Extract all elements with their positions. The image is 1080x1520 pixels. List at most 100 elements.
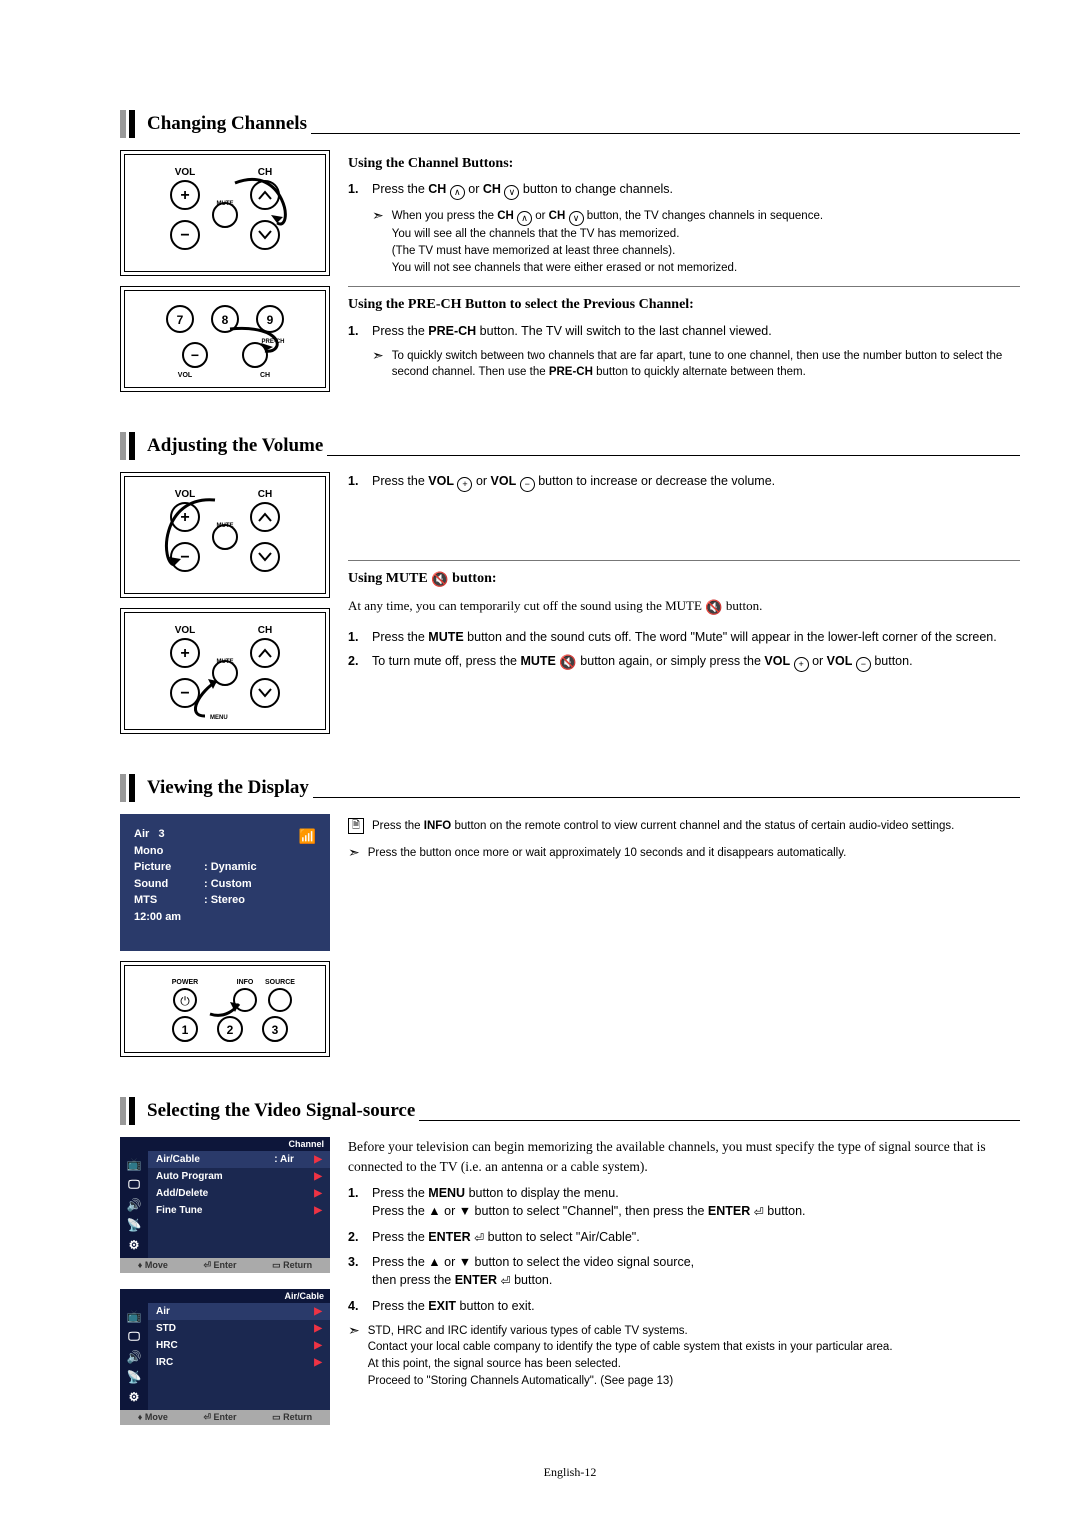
channel-icon: 📡 (127, 1218, 142, 1232)
svg-text:2: 2 (227, 1023, 234, 1037)
svg-text:−: − (180, 685, 189, 702)
svg-text:+: + (180, 645, 189, 662)
remote-diagram-info: POWER INFO SOURCE ⏻ 1 2 3 (120, 961, 330, 1057)
steps-channel-buttons: Press the CH ∧ or CH ∨ button to change … (348, 180, 1020, 200)
setup-icon: ⚙ (129, 1238, 140, 1252)
step-item: Press the CH ∧ or CH ∨ button to change … (348, 180, 1020, 200)
osd-icon-column: 📺 🖵 🔊 📡 ⚙ (120, 1151, 148, 1258)
enter-icon: ⏎ (501, 1273, 511, 1290)
sub-heading-prech: Using the PRE-CH Button to select the Pr… (348, 295, 1020, 315)
section-header: Viewing the Display (120, 774, 1020, 802)
note-arrow-icon: ➣ (372, 208, 384, 276)
steps-prech: Press the PRE-CH button. The TV will swi… (348, 322, 1020, 340)
svg-text:8: 8 (222, 313, 229, 327)
note-text: To quickly switch between two channels t… (392, 348, 1020, 381)
mute-intro: At any time, you can temporarily cut off… (348, 597, 1020, 619)
osd-row: Fine Tune▶ (148, 1202, 330, 1219)
signal-icon: 📶 (299, 826, 316, 847)
svg-text:VOL: VOL (178, 372, 193, 379)
osd-aircable-menu: Air/Cable 📺 🖵 🔊 📡 ⚙ Air▶STD▶HRC▶IRC▶ ♦ M… (120, 1289, 330, 1425)
enter-icon: ⏎ (754, 1204, 764, 1221)
step-item: Press the MENU button to display the men… (348, 1184, 1020, 1222)
remote-diagram-mute: VOL CH + − MUTE (120, 608, 330, 734)
note-arrow-icon: ➣ (348, 1323, 360, 1390)
steps-mute: Press the MUTE button and the sound cuts… (348, 628, 1020, 672)
svg-text:POWER: POWER (172, 979, 198, 986)
sound-icon: 🔊 (127, 1198, 142, 1212)
note-arrow-icon: ➣ (372, 348, 384, 381)
intro-text: Before your television can begin memoriz… (348, 1137, 1020, 1176)
section-title: Viewing the Display (147, 774, 309, 802)
section-title: Changing Channels (147, 110, 307, 138)
svg-text:PRE-CH: PRE-CH (261, 339, 284, 345)
section-adjusting-volume: Adjusting the Volume VOL CH + − (120, 432, 1020, 734)
steps-source: Press the MENU button to display the men… (348, 1184, 1020, 1315)
osd-row: Add/Delete▶ (148, 1185, 330, 1202)
svg-text:⏻: ⏻ (180, 994, 190, 1008)
svg-text:−: − (180, 549, 189, 566)
section-header: Changing Channels (120, 110, 1020, 138)
svg-text:INFO: INFO (237, 979, 254, 986)
note-text: STD, HRC and IRC identify various types … (368, 1323, 893, 1390)
manual-page: Changing Channels VOL CH + − (0, 0, 1080, 1520)
svg-text:+: + (180, 187, 189, 204)
info-doc-icon: 🗎 (348, 818, 364, 834)
note-arrow-icon: ➣ (348, 845, 360, 862)
step-item: Press the ▲ or ▼ button to select the vi… (348, 1253, 1020, 1291)
note-text: Press the button once more or wait appro… (368, 845, 847, 862)
step-item: To turn mute off, press the MUTE 🔇 butto… (348, 652, 1020, 672)
section-title: Adjusting the Volume (147, 432, 323, 460)
section-changing-channels: Changing Channels VOL CH + − (120, 110, 1020, 392)
svg-text:−: − (191, 347, 199, 363)
step-item: Press the PRE-CH button. The TV will swi… (348, 322, 1020, 340)
setup-icon: ⚙ (129, 1390, 140, 1404)
svg-text:MENU: MENU (210, 715, 228, 721)
info-display-panel: 📶 Air 3 Mono Picture: Dynamic Sound: Cus… (120, 814, 330, 951)
svg-text:9: 9 (267, 313, 274, 327)
svg-text:VOL: VOL (175, 489, 196, 500)
section-header: Selecting the Video Signal-source (120, 1097, 1020, 1125)
svg-text:MUTE: MUTE (217, 523, 234, 529)
svg-text:CH: CH (258, 489, 272, 500)
svg-text:3: 3 (272, 1023, 279, 1037)
step-item: Press the ENTER ⏎ button to select "Air/… (348, 1228, 1020, 1247)
svg-text:MUTE: MUTE (217, 659, 234, 665)
osd-channel-menu: Channel 📺 🖵 🔊 📡 ⚙ Air/Cable: Air▶Auto Pr… (120, 1137, 330, 1273)
svg-text:CH: CH (260, 372, 270, 379)
mute-icon: 🔇 (431, 573, 448, 588)
svg-text:VOL: VOL (175, 625, 196, 636)
sub-heading-channel-buttons: Using the Channel Buttons: (348, 154, 1020, 174)
svg-text:MUTE: MUTE (217, 201, 234, 207)
steps-volume: Press the VOL + or VOL − button to incre… (348, 472, 1020, 492)
osd-row: Air▶ (148, 1303, 330, 1320)
section-title: Selecting the Video Signal-source (147, 1097, 415, 1125)
svg-text:CH: CH (258, 167, 272, 178)
picture-icon: 🖵 (128, 1177, 140, 1192)
osd-row: Auto Program▶ (148, 1168, 330, 1185)
remote-diagram-prech: 7 8 9 − PRE-CH VOL CH (120, 286, 330, 392)
svg-text:1: 1 (182, 1023, 189, 1037)
input-icon: 📺 (127, 1157, 142, 1171)
channel-icon: 📡 (127, 1370, 142, 1384)
osd-row: STD▶ (148, 1320, 330, 1337)
note-text: When you press the CH ∧ or CH ∨ button, … (392, 208, 823, 276)
osd-row: IRC▶ (148, 1354, 330, 1371)
section-header: Adjusting the Volume (120, 432, 1020, 460)
page-number: English-12 (120, 1465, 1020, 1480)
section-selecting-source: Selecting the Video Signal-source Channe… (120, 1097, 1020, 1425)
picture-icon: 🖵 (128, 1329, 140, 1344)
step-item: Press the VOL + or VOL − button to incre… (348, 472, 1020, 492)
sub-heading-mute: Using MUTE 🔇 button: (348, 569, 1020, 591)
input-icon: 📺 (127, 1309, 142, 1323)
note-text: Press the INFO button on the remote cont… (372, 818, 954, 835)
remote-diagram-vol: VOL CH + − MUTE (120, 472, 330, 598)
remote-diagram-ch: VOL CH + − MUTE (120, 150, 330, 276)
osd-row: Air/Cable: Air▶ (148, 1151, 330, 1168)
enter-icon: ⏎ (474, 1230, 484, 1247)
section-viewing-display: Viewing the Display 📶 Air 3 Mono Picture… (120, 774, 1020, 1057)
svg-text:VOL: VOL (175, 167, 196, 178)
svg-text:CH: CH (258, 625, 272, 636)
osd-icon-column: 📺 🖵 🔊 📡 ⚙ (120, 1303, 148, 1410)
step-item: Press the EXIT button to exit. (348, 1297, 1020, 1315)
svg-text:−: − (180, 227, 189, 244)
